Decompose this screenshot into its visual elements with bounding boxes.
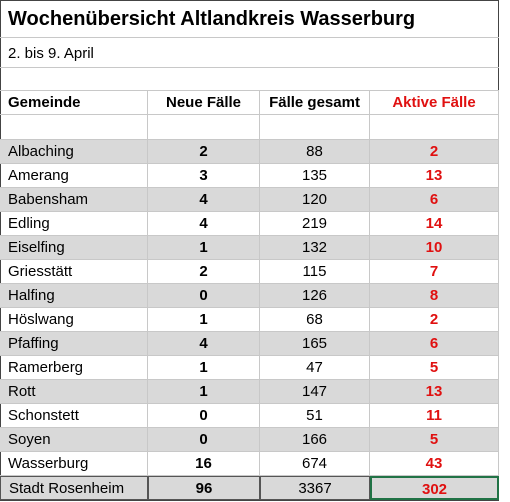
table-cell: 132 — [260, 236, 370, 260]
table-cell: 165 — [260, 332, 370, 356]
table-cell: Babensham — [0, 188, 148, 212]
table-cell: 0 — [148, 284, 260, 308]
table-cell: Höslwang — [0, 308, 148, 332]
table-cell: 126 — [260, 284, 370, 308]
table-cell: 5 — [370, 356, 499, 380]
table-cell: 10 — [370, 236, 499, 260]
table-cell: 2 — [148, 140, 260, 164]
table-cell: 4 — [148, 332, 260, 356]
table-cell: 11 — [370, 404, 499, 428]
table-cell: 68 — [260, 308, 370, 332]
subtitle: 2. bis 9. April — [8, 45, 94, 62]
table-cell: 2 — [370, 140, 499, 164]
table-cell: 120 — [260, 188, 370, 212]
table-cell: 8 — [370, 284, 499, 308]
empty-cell — [370, 115, 499, 140]
table-cell: Wasserburg — [0, 452, 148, 476]
table-cell: 0 — [148, 404, 260, 428]
table-cell: 6 — [370, 188, 499, 212]
table-cell: 13 — [370, 380, 499, 404]
empty-cell — [148, 115, 260, 140]
table-cell: 135 — [260, 164, 370, 188]
header-cell: Fälle gesamt — [260, 91, 370, 115]
table-cell: 3367 — [260, 476, 370, 500]
title-row — [0, 0, 499, 38]
header-cell: Gemeinde — [0, 91, 148, 115]
table-cell: Albaching — [0, 140, 148, 164]
table-cell: 3 — [148, 164, 260, 188]
table-cell: 96 — [148, 476, 260, 500]
table-cell: 47 — [260, 356, 370, 380]
table-cell: 51 — [260, 404, 370, 428]
table-cell: 7 — [370, 260, 499, 284]
table-cell: Ramerberg — [0, 356, 148, 380]
table-cell: 14 — [370, 212, 499, 236]
table-cell: 674 — [260, 452, 370, 476]
table-cell: 6 — [370, 332, 499, 356]
header-cell: Neue Fälle — [148, 91, 260, 115]
table-cell: 13 — [370, 164, 499, 188]
table-cell: 166 — [260, 428, 370, 452]
table-cell: 88 — [260, 140, 370, 164]
table-cell: 16 — [148, 452, 260, 476]
subtitle-row — [0, 38, 499, 68]
table-cell: Amerang — [0, 164, 148, 188]
table-cell: 115 — [260, 260, 370, 284]
header-cell: Aktive Fälle — [370, 91, 499, 115]
table-cell: 4 — [148, 212, 260, 236]
empty-row — [0, 68, 499, 91]
table-cell: Edling — [0, 212, 148, 236]
table-cell: Halfing — [0, 284, 148, 308]
table-cell: 43 — [370, 452, 499, 476]
table-cell: Stadt Rosenheim — [0, 476, 148, 500]
table-cell: 1 — [148, 236, 260, 260]
table-cell: 5 — [370, 428, 499, 452]
table-cell: 0 — [148, 428, 260, 452]
table-cell: Pfaffing — [0, 332, 148, 356]
table-cell: 1 — [148, 380, 260, 404]
table-cell: Griesstätt — [0, 260, 148, 284]
title: Wochenübersicht Altlandkreis Wasserburg — [8, 8, 416, 30]
empty-cell — [0, 115, 148, 140]
table-cell: Rott — [0, 380, 148, 404]
table-cell: 1 — [148, 308, 260, 332]
table-cell: 2 — [370, 308, 499, 332]
table-cell: Eiselfing — [0, 236, 148, 260]
table-cell: 302 — [370, 476, 499, 500]
table-cell: 147 — [260, 380, 370, 404]
table-cell: 219 — [260, 212, 370, 236]
table-cell: Schonstett — [0, 404, 148, 428]
table-cell: 2 — [148, 260, 260, 284]
empty-cell — [260, 115, 370, 140]
table-cell: Soyen — [0, 428, 148, 452]
table-cell: 1 — [148, 356, 260, 380]
table-cell: 4 — [148, 188, 260, 212]
